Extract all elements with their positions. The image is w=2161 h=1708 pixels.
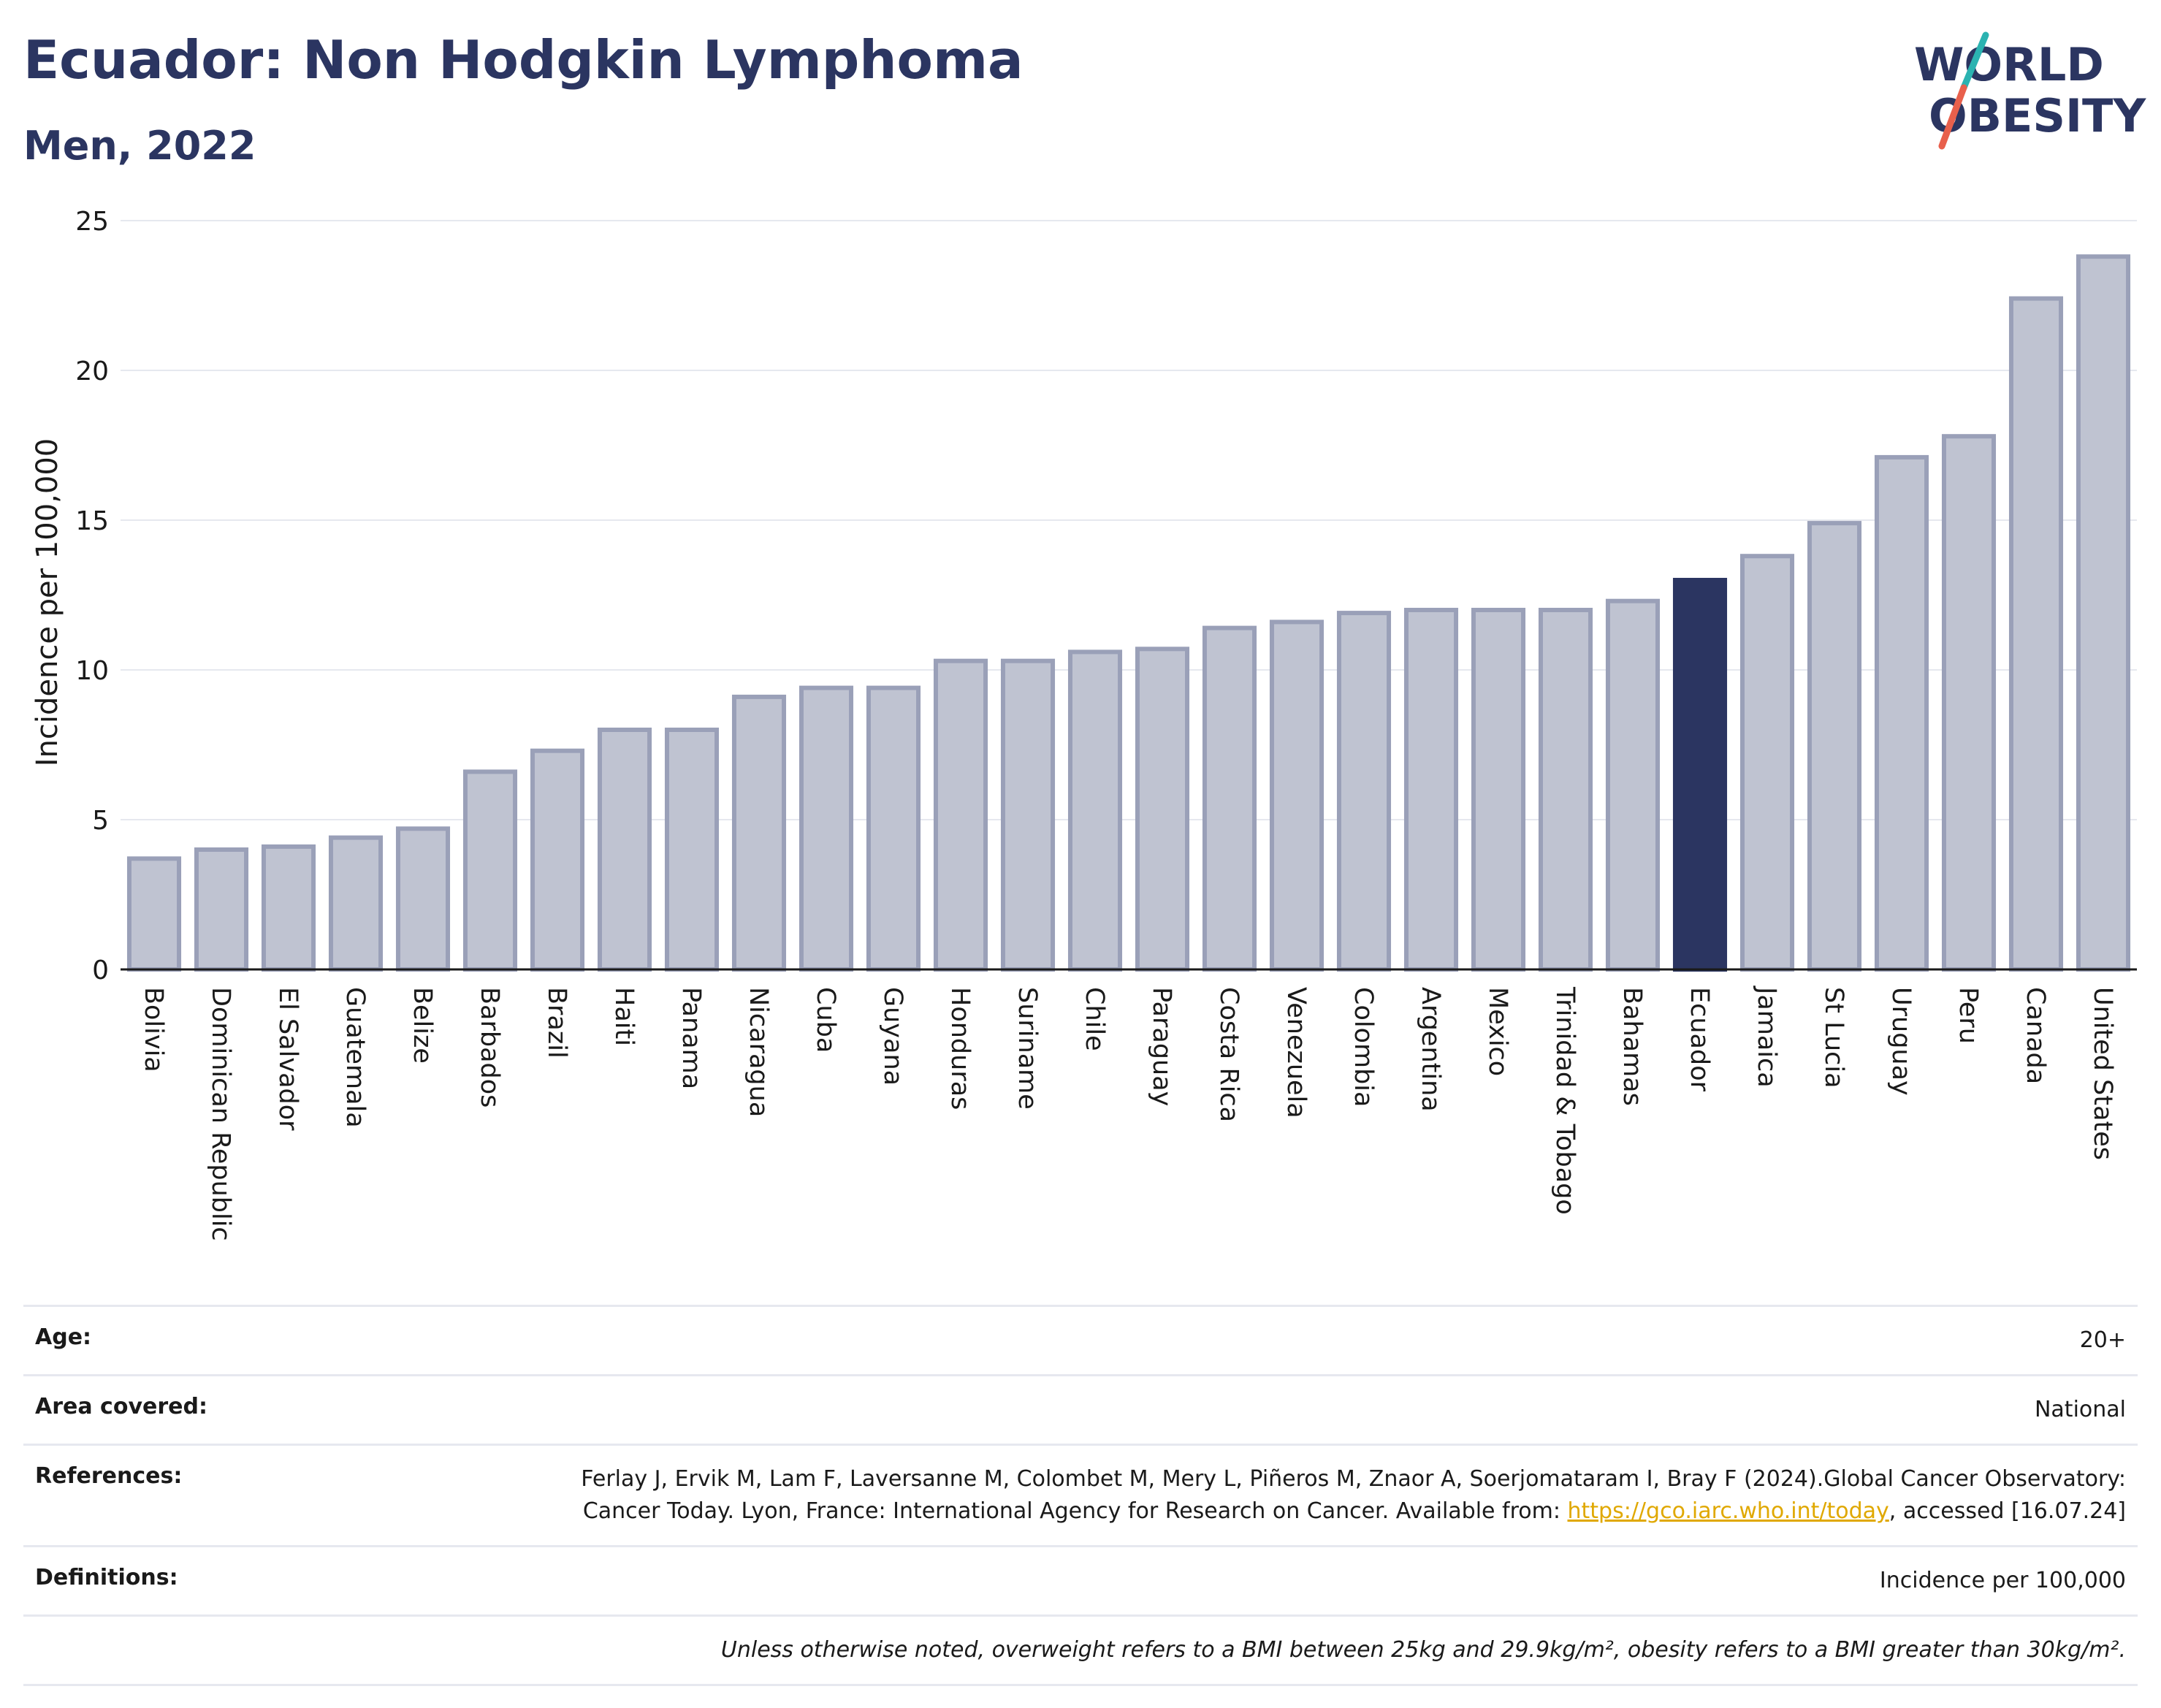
bar-peru xyxy=(1941,434,1997,972)
bar-panama xyxy=(664,728,720,972)
meta-row-references: References: Ferlay J, Ervik M, Lam F, La… xyxy=(23,1444,2138,1545)
x-tick-label: Chile xyxy=(1080,987,1109,1051)
bar-trinidad-tobago xyxy=(1538,608,1593,972)
x-tick-label: St Lucia xyxy=(1819,987,1848,1089)
bar-chile xyxy=(1067,649,1123,972)
references-text: Ferlay J, Ervik M, Lam F, Laversanne M, … xyxy=(581,1466,2126,1524)
y-tick-label: 5 xyxy=(92,806,109,836)
meta-age-value: 20+ xyxy=(2079,1327,2126,1353)
y-tick-label: 20 xyxy=(75,357,109,386)
bar-ecuador xyxy=(1672,578,1728,972)
meta-definitions-label: Definitions: xyxy=(35,1565,178,1590)
bar-nicaragua xyxy=(731,694,787,972)
y-tick-label: 10 xyxy=(75,656,109,686)
x-tick-label: Cuba xyxy=(811,987,840,1053)
bar-guatemala xyxy=(328,835,384,972)
bar-paraguay xyxy=(1135,647,1190,972)
bar-jamaica xyxy=(1739,554,1795,972)
meta-row-definitions: Definitions: Incidence per 100,000 xyxy=(23,1545,2138,1614)
bar-venezuela xyxy=(1269,619,1325,972)
x-tick-label: Mexico xyxy=(1483,987,1512,1076)
x-tick-label: Jamaica xyxy=(1752,985,1781,1088)
bar-honduras xyxy=(933,658,988,972)
y-axis-label: Incidence per 100,000 xyxy=(31,438,64,767)
bar-st-lucia xyxy=(1807,521,1862,972)
bar-haiti xyxy=(597,728,652,972)
bar-el-salvador xyxy=(261,844,316,972)
meta-row-note: Unless otherwise noted, overweight refer… xyxy=(23,1614,2138,1686)
meta-row-area: Area covered: National xyxy=(23,1374,2138,1444)
meta-references-value: Ferlay J, Ervik M, Lam F, Laversanne M, … xyxy=(519,1463,2126,1528)
meta-row-age: Age: 20+ xyxy=(23,1305,2138,1374)
meta-age-label: Age: xyxy=(35,1324,92,1350)
x-tick-label: Honduras xyxy=(945,987,975,1110)
bar-guyana xyxy=(866,685,921,972)
bar-cuba xyxy=(799,685,854,972)
x-tick-label: Venezuela xyxy=(1281,987,1311,1118)
bar-bahamas xyxy=(1605,598,1661,972)
x-tick-label: Canada xyxy=(2021,987,2050,1084)
x-tick-label: Nicaragua xyxy=(744,987,773,1117)
world-obesity-logo: WORLD OBESITY xyxy=(1914,31,2146,150)
bar-barbados xyxy=(462,769,518,972)
bar-dominican-republic xyxy=(194,847,249,972)
x-tick-label: Guyana xyxy=(878,987,907,1086)
y-tick-label: 15 xyxy=(75,506,109,536)
x-tick-label: Dominican Republic xyxy=(206,987,235,1241)
references-accessed: , accessed [16.07.24] xyxy=(1889,1498,2126,1524)
meta-note: Unless otherwise noted, overweight refer… xyxy=(720,1637,2126,1663)
references-link[interactable]: https://gco.iarc.who.int/today xyxy=(1567,1498,1889,1524)
x-tick-label: Bahamas xyxy=(1617,987,1647,1106)
x-tick-label: Peru xyxy=(1954,987,1983,1044)
bar-belize xyxy=(395,826,451,972)
x-tick-label: Uruguay xyxy=(1886,987,1916,1096)
x-tick-label: Guatemala xyxy=(340,987,370,1128)
x-tick-label: Paraguay xyxy=(1147,987,1176,1106)
logo-slash-red xyxy=(1938,84,1967,150)
bar-colombia xyxy=(1336,611,1392,972)
logo-slash-teal xyxy=(1960,31,1989,91)
x-tick-label: El Salvador xyxy=(273,987,302,1131)
bar-bolivia xyxy=(126,856,182,972)
y-tick-label: 0 xyxy=(92,956,109,985)
x-tick-label: Panama xyxy=(676,987,706,1089)
x-tick-label: Trinidad & Tobago xyxy=(1550,986,1579,1215)
bar-uruguay xyxy=(1874,454,1929,972)
bar-costa-rica xyxy=(1202,625,1257,972)
y-tick-label: 25 xyxy=(75,207,109,237)
x-tick-label: Ecuador xyxy=(1685,987,1714,1092)
x-tick-label: Colombia xyxy=(1349,987,1378,1107)
x-tick-label: United States xyxy=(2088,987,2117,1160)
meta-area-label: Area covered: xyxy=(35,1394,207,1419)
x-tick-label: Brazil xyxy=(542,987,571,1059)
bar-mexico xyxy=(1471,608,1526,972)
meta-area-value: National xyxy=(2034,1397,2126,1422)
bar-suriname xyxy=(1000,658,1056,972)
x-tick-label: Suriname xyxy=(1013,987,1042,1110)
logo-line2: OBESITY xyxy=(1929,89,2146,142)
bar-chart: 0 5 10 15 20 25 Incidence per 100,000 Bolivia Do… xyxy=(31,207,2137,1241)
bar-brazil xyxy=(530,748,585,972)
x-tick-label: Bolivia xyxy=(139,987,168,1072)
meta-references-label: References: xyxy=(35,1463,183,1489)
bar-canada xyxy=(2008,296,2064,972)
x-tick-label: Argentina xyxy=(1416,987,1445,1112)
bar-united-states xyxy=(2076,254,2131,972)
logo-line1: WORLD xyxy=(1914,38,2104,91)
page-subtitle: Men, 2022 xyxy=(23,123,256,169)
metadata-table: Age: 20+ Area covered: National Referenc… xyxy=(23,1305,2138,1686)
page-title: Ecuador: Non Hodgkin Lymphoma xyxy=(23,29,1024,91)
x-tick-label: Costa Rica xyxy=(1214,987,1243,1122)
bar-argentina xyxy=(1403,608,1459,972)
x-tick-label: Belize xyxy=(408,987,437,1064)
x-tick-label: Haiti xyxy=(609,987,639,1046)
meta-definitions-value: Incidence per 100,000 xyxy=(1879,1568,2126,1593)
x-tick-label: Barbados xyxy=(475,987,504,1107)
